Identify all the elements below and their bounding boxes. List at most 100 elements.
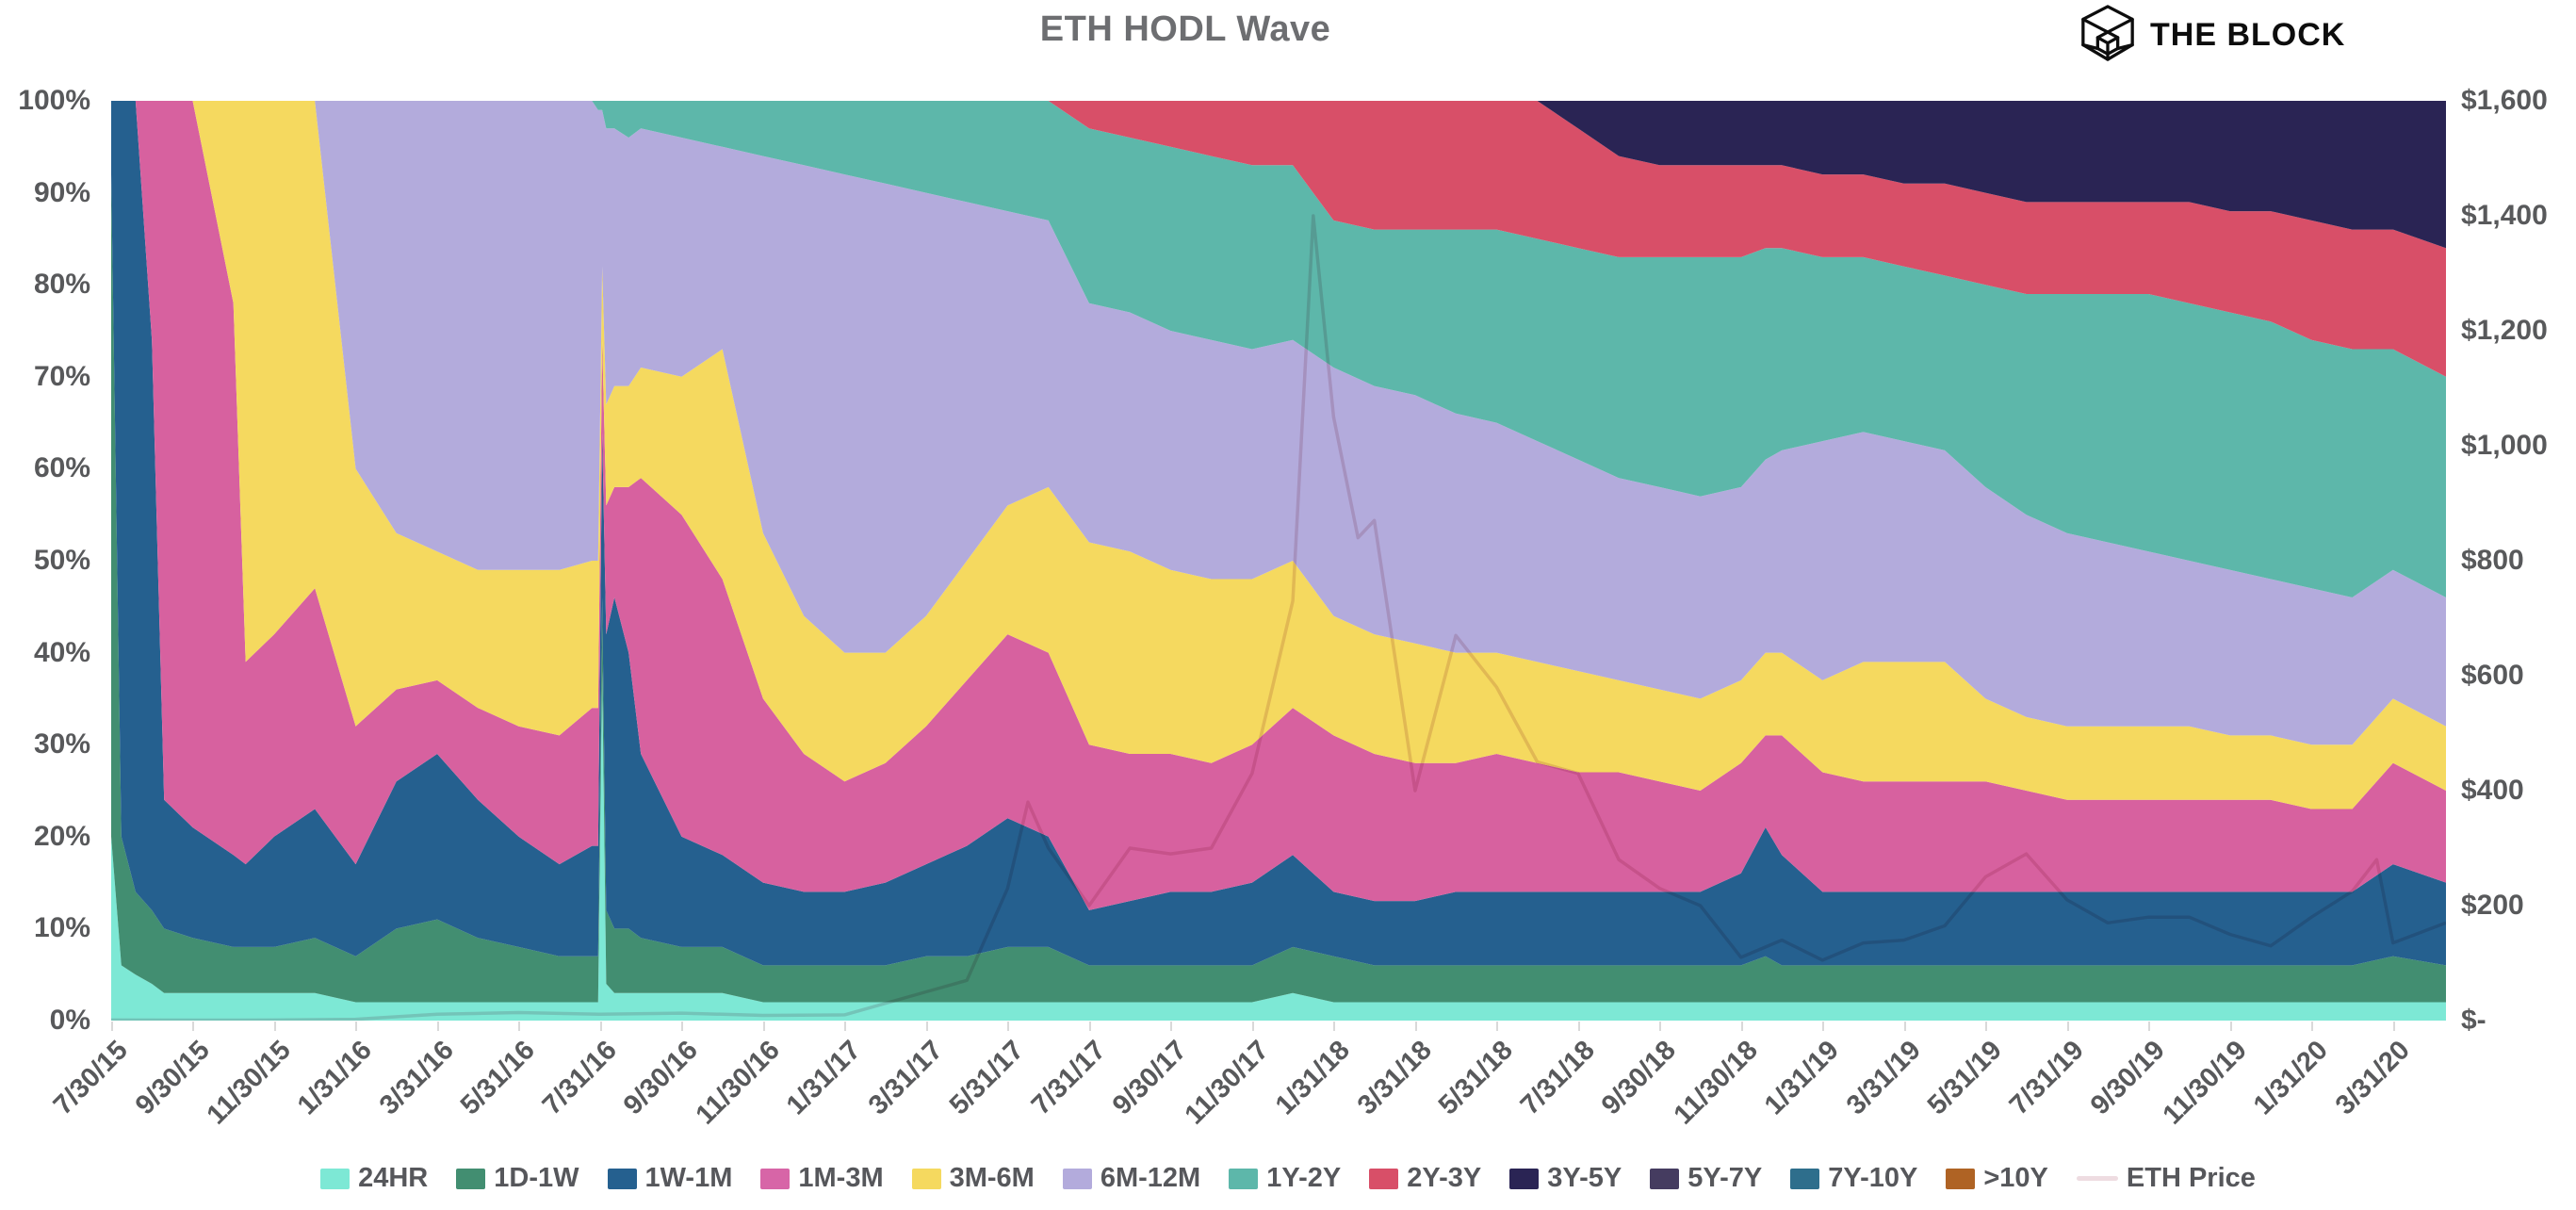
legend-label: 1W-1M bbox=[644, 1163, 733, 1193]
left-axis-label: 40% bbox=[33, 636, 90, 668]
legend-label: ETH Price bbox=[2126, 1163, 2256, 1193]
left-axis-label: 80% bbox=[33, 269, 90, 301]
left-axis-label: 10% bbox=[33, 912, 90, 944]
legend-item-7y-10y[interactable]: 7Y-10Y bbox=[1790, 1163, 1917, 1194]
x-axis-tick bbox=[2066, 1022, 2069, 1031]
right-axis-label: $200 bbox=[2461, 890, 2524, 921]
legend-label: 7Y-10Y bbox=[1828, 1163, 1918, 1193]
legend-item-2y-3y[interactable]: 2Y-3Y bbox=[1369, 1163, 1481, 1194]
legend-label: 1D-1W bbox=[494, 1163, 579, 1193]
x-axis-tick bbox=[1251, 1022, 1254, 1031]
right-axis-label: $1,000 bbox=[2461, 430, 2548, 461]
legend-color-swatch bbox=[1650, 1168, 1680, 1189]
x-axis-tick bbox=[192, 1022, 195, 1031]
right-axis-label: $1,600 bbox=[2461, 85, 2548, 116]
x-axis-tick bbox=[1740, 1022, 1743, 1031]
legend-item-1d-1w[interactable]: 1D-1W bbox=[456, 1163, 579, 1194]
x-axis-tick bbox=[2392, 1022, 2395, 1031]
legend-color-swatch bbox=[607, 1168, 637, 1189]
legend-label: 1Y-2Y bbox=[1266, 1163, 1342, 1193]
legend-label: 1M-3M bbox=[798, 1163, 884, 1193]
x-axis-tick bbox=[681, 1022, 684, 1031]
x-axis-tick bbox=[518, 1022, 521, 1031]
x-axis-tick bbox=[1903, 1022, 1906, 1031]
x-axis-tick bbox=[1496, 1022, 1499, 1031]
legend-label: 24HR bbox=[358, 1163, 429, 1193]
left-axis-label: 30% bbox=[33, 728, 90, 760]
x-axis-tick bbox=[436, 1022, 439, 1031]
left-axis-label: 70% bbox=[33, 360, 90, 392]
x-axis-tick bbox=[2229, 1022, 2232, 1031]
right-axis-label: $400 bbox=[2461, 775, 2524, 806]
legend-color-swatch bbox=[1369, 1168, 1399, 1189]
legend-item-3m-6m[interactable]: 3M-6M bbox=[911, 1163, 1035, 1194]
right-axis-label: $- bbox=[2461, 1005, 2486, 1036]
block-cube-icon bbox=[2079, 4, 2137, 67]
x-axis-tick bbox=[599, 1022, 602, 1031]
legend-label: 3Y-5Y bbox=[1547, 1163, 1622, 1193]
brand-name: THE BLOCK bbox=[2150, 17, 2346, 53]
page-title: ETH HODL Wave bbox=[1039, 9, 1331, 49]
legend-item-1y-2y[interactable]: 1Y-2Y bbox=[1229, 1163, 1341, 1194]
the-block-logo[interactable]: THE BLOCK bbox=[2079, 4, 2345, 67]
right-axis-label: $1,400 bbox=[2461, 200, 2548, 231]
legend-label: 6M-12M bbox=[1100, 1163, 1201, 1193]
legend: 24HR 1D-1W 1W-1M 1M-3M 3M-6M 6M-12M 1Y-2Y 2Y-3Y… bbox=[0, 1163, 2576, 1194]
x-axis-tick bbox=[2311, 1022, 2314, 1031]
x-axis-tick bbox=[1007, 1022, 1010, 1031]
legend-item-24hr[interactable]: 24HR bbox=[320, 1163, 428, 1194]
legend-item--10y[interactable]: >10Y bbox=[1946, 1163, 2048, 1194]
x-axis-tick bbox=[925, 1022, 928, 1031]
x-axis-tick bbox=[111, 1022, 113, 1031]
legend-item-1w-1m[interactable]: 1W-1M bbox=[607, 1163, 733, 1194]
legend-label: 5Y-7Y bbox=[1687, 1163, 1763, 1193]
series-area-3y-5y[interactable] bbox=[111, 101, 2446, 249]
x-axis-tick bbox=[1822, 1022, 1825, 1031]
legend-color-swatch bbox=[911, 1168, 941, 1189]
legend-color-swatch bbox=[760, 1168, 791, 1189]
legend-item-eth-price[interactable]: ETH Price bbox=[2076, 1163, 2256, 1194]
x-axis-tick bbox=[2148, 1022, 2151, 1031]
right-axis-label: $800 bbox=[2461, 545, 2524, 576]
legend-color-swatch bbox=[456, 1168, 486, 1189]
x-axis-tick bbox=[355, 1022, 358, 1031]
series-area-2y-3y[interactable] bbox=[111, 101, 2446, 377]
right-axis-label: $1,200 bbox=[2461, 315, 2548, 346]
stacked-area-chart[interactable] bbox=[111, 101, 2446, 1021]
legend-color-swatch bbox=[320, 1168, 351, 1189]
series-area-1m-3m[interactable] bbox=[111, 101, 2446, 910]
x-axis-tick bbox=[1333, 1022, 1336, 1031]
series-area-1w-1m[interactable] bbox=[111, 101, 2446, 966]
legend-label: >10Y bbox=[1983, 1163, 2048, 1193]
legend-item-5y-7y[interactable]: 5Y-7Y bbox=[1650, 1163, 1762, 1194]
left-axis-label: 90% bbox=[33, 176, 90, 208]
legend-color-swatch bbox=[1790, 1168, 1820, 1189]
left-axis-label: 100% bbox=[18, 85, 90, 116]
x-axis-tick bbox=[1088, 1022, 1091, 1031]
right-axis-label: $600 bbox=[2461, 660, 2524, 691]
left-axis-label: 20% bbox=[33, 820, 90, 852]
eth-price-line bbox=[111, 214, 2446, 1021]
x-axis-tick bbox=[844, 1022, 847, 1031]
x-axis-tick bbox=[1170, 1022, 1173, 1031]
legend-color-swatch bbox=[1229, 1168, 1259, 1189]
series-area-1y-2y[interactable] bbox=[111, 101, 2446, 597]
legend-label: 3M-6M bbox=[949, 1163, 1035, 1193]
x-axis-tick bbox=[762, 1022, 765, 1031]
series-area-6m-12m[interactable] bbox=[111, 101, 2446, 745]
legend-item-1m-3m[interactable]: 1M-3M bbox=[760, 1163, 884, 1194]
legend-item-3y-5y[interactable]: 3Y-5Y bbox=[1509, 1163, 1622, 1194]
hodl-wave-plot-area[interactable] bbox=[111, 101, 2446, 1021]
x-axis-tick bbox=[273, 1022, 276, 1031]
left-axis-label: 50% bbox=[33, 545, 90, 576]
legend-label: 2Y-3Y bbox=[1407, 1163, 1482, 1193]
left-axis-label: 60% bbox=[33, 452, 90, 484]
x-axis-tick bbox=[1985, 1022, 1988, 1031]
legend-color-swatch bbox=[1062, 1168, 1092, 1189]
x-axis-tick bbox=[1659, 1022, 1662, 1031]
legend-line-swatch bbox=[2076, 1176, 2118, 1181]
legend-item-6m-12m[interactable]: 6M-12M bbox=[1062, 1163, 1201, 1194]
x-axis-tick bbox=[1577, 1022, 1580, 1031]
x-axis-tick bbox=[1414, 1022, 1417, 1031]
